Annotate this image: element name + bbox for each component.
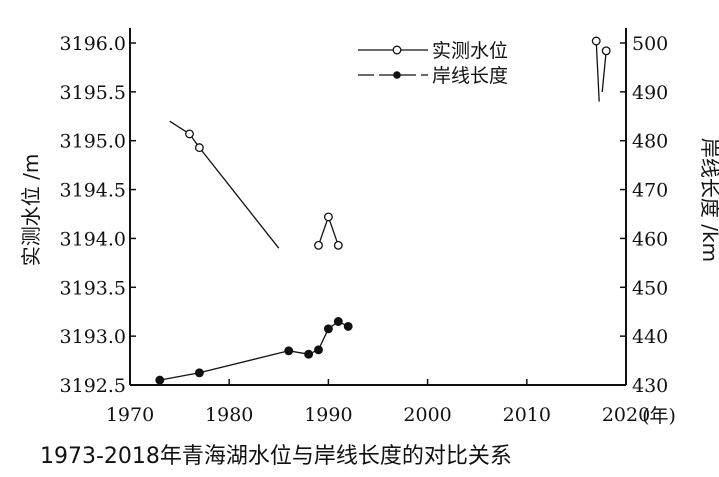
data-point-water-level [602, 47, 610, 55]
data-point-shoreline [196, 369, 204, 377]
chart-title: 1973-2018年青海湖水位与岸线长度的对比关系 [40, 444, 512, 469]
legend: 实测水位 岸线长度 [358, 40, 508, 87]
right-tick-label: 490 [632, 82, 668, 104]
series-line-water-level [170, 121, 279, 248]
x-tick-label: 2010 [503, 404, 551, 426]
data-point-shoreline [335, 318, 343, 326]
data-point-water-level [186, 130, 194, 138]
right-tick-label: 470 [632, 180, 668, 202]
data-point-water-level [196, 144, 204, 152]
x-tick-label: 1970 [106, 404, 154, 426]
right-axis-ticks: 430 440 450 460 470 480 490 500 [620, 33, 668, 397]
right-tick-label: 430 [632, 375, 668, 397]
data-point-shoreline [315, 346, 323, 354]
series-line-water-level [602, 51, 606, 92]
left-axis-ticks: 3192.5 3193.0 3193.5 3194.0 3194.5 3195.0 3195… [60, 33, 136, 397]
left-tick-label: 3195.0 [60, 131, 126, 153]
right-tick-label: 440 [632, 326, 668, 348]
data-point-shoreline [285, 347, 293, 355]
data-point-water-level [315, 242, 323, 250]
right-tick-label: 460 [632, 228, 668, 250]
legend-marker-shoreline [393, 71, 401, 79]
left-tick-label: 3192.5 [60, 375, 126, 397]
data-point-shoreline [344, 323, 352, 331]
right-axis-title: 岸线长度 /km [698, 138, 719, 262]
series-layer [156, 37, 610, 384]
plot-frame [130, 28, 626, 385]
right-tick-label: 500 [632, 33, 668, 55]
series-line-water-level [596, 41, 599, 102]
legend-label-water-level: 实测水位 [432, 40, 508, 62]
legend-label-shoreline: 岸线长度 [432, 65, 508, 87]
data-point-shoreline [156, 376, 164, 384]
left-tick-label: 3193.0 [60, 326, 126, 348]
left-tick-label: 3194.5 [60, 180, 126, 202]
left-tick-label: 3195.5 [60, 82, 126, 104]
data-point-water-level [335, 242, 343, 250]
data-point-water-level [592, 37, 600, 45]
left-axis-title: 实测水位 /m [19, 154, 43, 267]
data-point-shoreline [305, 350, 313, 358]
right-tick-label: 450 [632, 277, 668, 299]
data-point-shoreline [325, 325, 333, 333]
x-axis-ticks: 1970 1980 1990 2000 2010 2020 [106, 379, 650, 426]
left-tick-label: 3194.0 [60, 228, 126, 250]
x-tick-label: 2000 [403, 404, 451, 426]
left-tick-label: 3196.0 [60, 33, 126, 55]
data-point-water-level [325, 213, 333, 221]
right-tick-label: 480 [632, 131, 668, 153]
x-tick-label: 1990 [304, 404, 352, 426]
x-tick-label: 1980 [205, 404, 253, 426]
x-axis-title: (年) [642, 405, 676, 427]
left-tick-label: 3193.5 [60, 277, 126, 299]
legend-marker-water-level [393, 46, 401, 54]
